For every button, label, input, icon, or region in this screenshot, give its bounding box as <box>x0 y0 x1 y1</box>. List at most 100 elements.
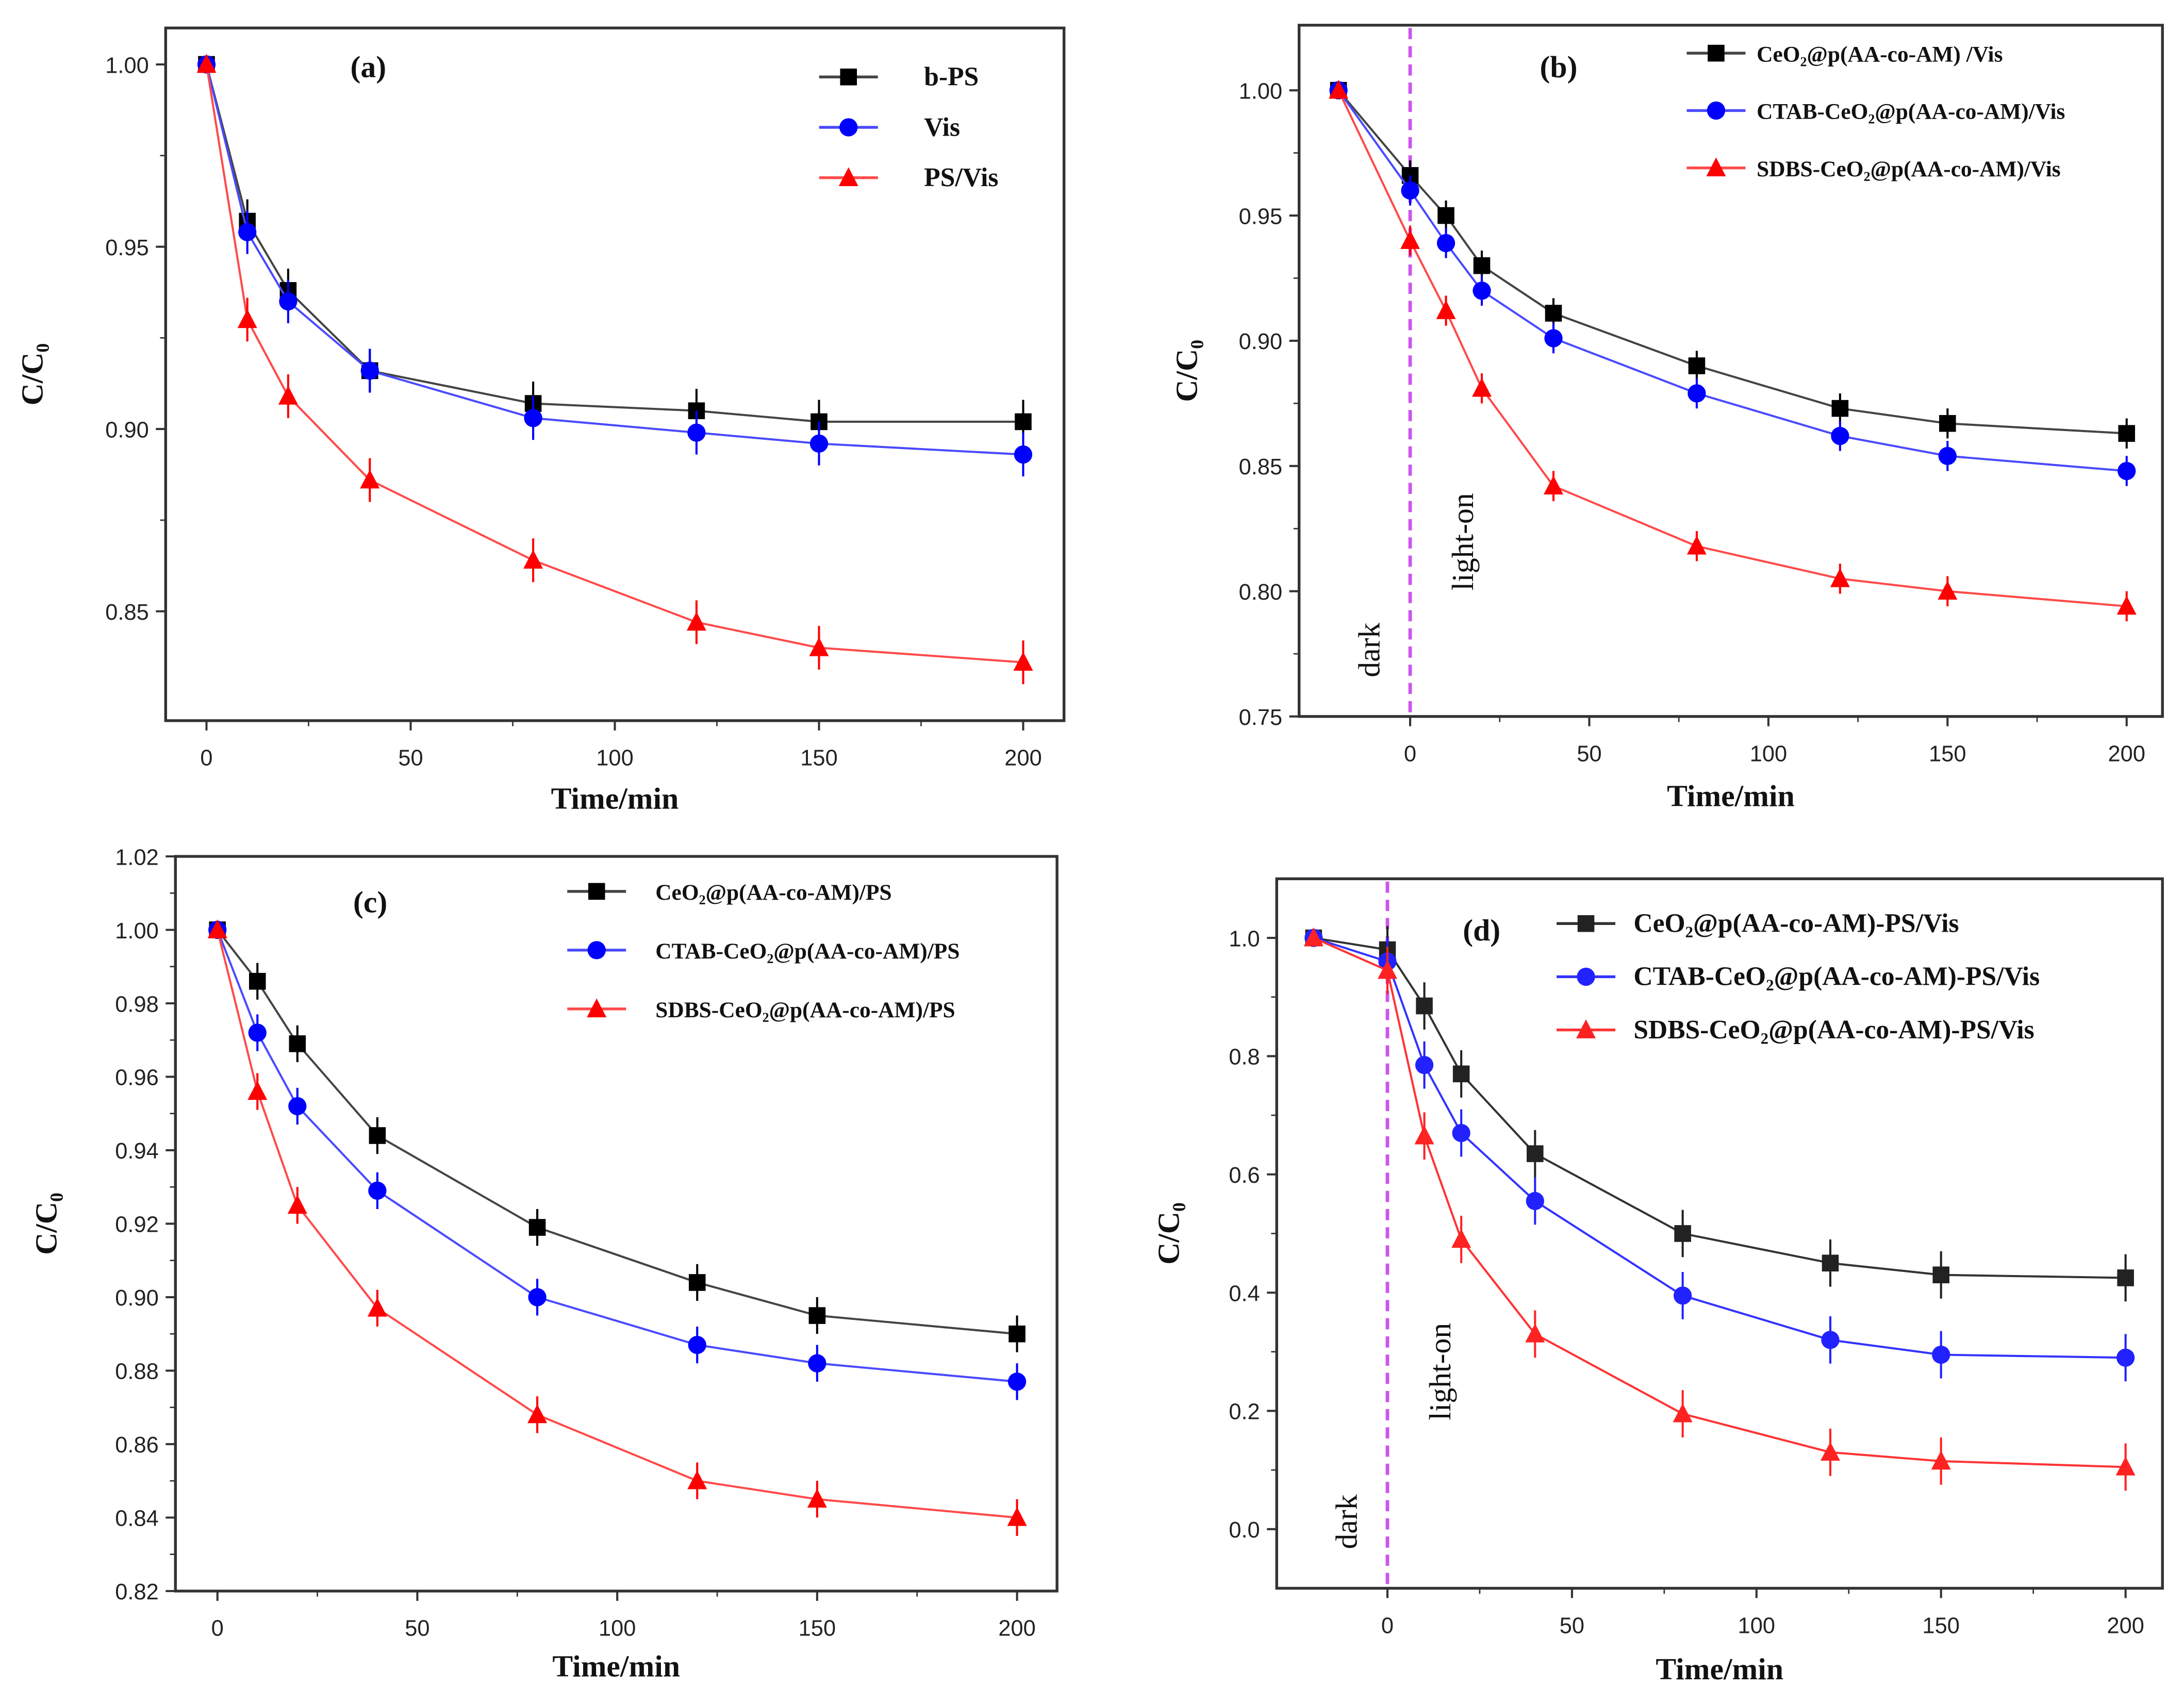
series-circle: CTAB-CeO₂@p(AA-co-AM)-PS/Vis <box>1304 929 2135 1382</box>
legend-label: b-PS <box>924 62 979 92</box>
x-tick-label: 0 <box>200 746 212 771</box>
y-tick-label: 0.90 <box>115 1286 158 1311</box>
data-point <box>2115 1457 2136 1476</box>
data-point <box>248 1023 267 1042</box>
data-point <box>1938 447 1957 466</box>
x-tick-label: 200 <box>1004 746 1041 771</box>
series-line <box>1337 89 2127 472</box>
series-line <box>205 64 1023 456</box>
y-axis-label: C/C₀ <box>29 1193 63 1255</box>
data-point <box>2117 461 2136 481</box>
chart-panel-d: 0 50 100 150 200 0.0 0.2 0.4 0.6 0.8 1.0 Time/min C/… <box>1151 877 2164 1686</box>
data-point <box>687 1470 707 1490</box>
series-square: CeO₂@p(AA-co-AM) /Vis <box>1330 42 2136 449</box>
legend-label: Vis <box>924 112 960 142</box>
data-point <box>1436 234 1455 253</box>
data-point <box>1014 445 1033 464</box>
data-point <box>1822 1254 1839 1272</box>
data-point <box>1687 384 1706 403</box>
x-tick-label: 100 <box>599 1616 636 1641</box>
data-point <box>808 1307 826 1324</box>
x-tick-label: 100 <box>1750 741 1787 766</box>
y-tick-label: 0.2 <box>1229 1400 1260 1425</box>
y-tick-label: 1.02 <box>115 845 158 870</box>
data-point <box>249 972 266 990</box>
data-point <box>688 1335 706 1354</box>
data-point <box>237 309 257 328</box>
y-axis-label: C/C₀ <box>15 343 49 406</box>
legend-marker-square <box>1708 44 1725 62</box>
data-point <box>278 386 298 405</box>
series-line <box>1337 89 2127 435</box>
data-point <box>1673 1403 1693 1423</box>
series-circle: CTAB-CeO₂@p(AA-co-AM)/PS <box>208 920 1027 1400</box>
series-triangle: SDBS-CeO₂@p(AA-co-AM)-PS/Vis <box>1303 927 2136 1491</box>
x-axis-label: Time/min <box>552 1649 680 1683</box>
chart-panel-b: 0 50 100 150 200 0.75 0.80 0.85 0.90 0.95 1.00 Time… <box>1170 24 2164 813</box>
data-point <box>809 434 829 453</box>
y-tick-label: 0.95 <box>1239 204 1282 229</box>
y-tick-label: 0.98 <box>115 992 158 1017</box>
x-tick-label: 200 <box>2107 1613 2144 1638</box>
y-tick-label: 0.8 <box>1229 1045 1260 1070</box>
data-point <box>2117 1269 2134 1286</box>
data-point <box>360 361 379 380</box>
data-point <box>1008 1325 1025 1343</box>
light-on-annotation: light-on <box>1423 1323 1457 1420</box>
data-point <box>809 637 829 656</box>
x-tick-label: 100 <box>1738 1613 1775 1638</box>
x-tick-label: 50 <box>405 1616 429 1641</box>
data-point <box>1400 230 1420 249</box>
legend-marker-circle <box>839 118 858 137</box>
x-tick-label: 150 <box>799 1616 836 1641</box>
y-tick-label: 1.0 <box>1229 927 1260 951</box>
data-point <box>2116 1348 2135 1367</box>
data-point <box>1015 413 1032 431</box>
legend-marker-circle <box>1707 101 1726 120</box>
series-line <box>216 929 1017 1383</box>
y-tick-label: 1.00 <box>115 919 158 944</box>
data-point <box>287 1195 307 1214</box>
legend-marker-circle <box>587 941 606 960</box>
data-point <box>686 611 706 631</box>
y-axis-label: C/C₀ <box>1170 340 1204 402</box>
panel-label: (a) <box>351 49 387 84</box>
data-point <box>1007 1373 1027 1391</box>
data-point <box>368 1181 387 1200</box>
y-tick-label: 0.88 <box>115 1360 158 1384</box>
data-point <box>1452 1123 1470 1143</box>
data-point <box>196 54 217 73</box>
series-line <box>217 929 1017 1335</box>
y-tick-label: 0.90 <box>105 418 148 442</box>
data-point <box>1415 1055 1434 1074</box>
data-point <box>1472 377 1492 397</box>
series-line <box>205 64 1023 423</box>
legend-marker-triangle <box>1706 157 1726 176</box>
data-point <box>524 409 542 427</box>
legend-label: CeO₂@p(AA-co-AM) /Vis <box>1757 42 2003 67</box>
series-line <box>216 929 1017 1519</box>
x-tick-label: 0 <box>1381 1613 1394 1638</box>
y-tick-label: 0.90 <box>1239 329 1282 354</box>
data-point <box>207 919 227 938</box>
data-point <box>1931 1450 1951 1470</box>
data-point <box>1525 1324 1545 1343</box>
data-point <box>1414 1125 1434 1145</box>
legend-marker-triangle <box>587 998 607 1018</box>
y-tick-label: 0.6 <box>1229 1163 1260 1188</box>
legend-label: SDBS-CeO₂@p(AA-co-AM)/PS <box>655 998 955 1022</box>
data-point <box>528 1288 547 1307</box>
x-tick-label: 0 <box>211 1616 224 1641</box>
legend-label: SDBS-CeO₂@p(AA-co-AM)/Vis <box>1757 157 2060 181</box>
data-point <box>1378 960 1398 979</box>
data-point <box>528 1219 546 1236</box>
data-point <box>1830 568 1850 587</box>
data-point <box>1688 357 1706 374</box>
plot-frame <box>1297 24 2164 718</box>
chart-panel-c: 0 50 100 150 200 0.82 0.84 0.86 0.88 0.90 0.92 0.94… <box>29 845 1058 1683</box>
legend-label: SDBS-CeO₂@p(AA-co-AM)-PS/Vis <box>1633 1015 2034 1045</box>
series-square: b-PS <box>198 56 1032 444</box>
legend-marker-square <box>588 883 605 900</box>
data-point <box>1674 1286 1692 1305</box>
